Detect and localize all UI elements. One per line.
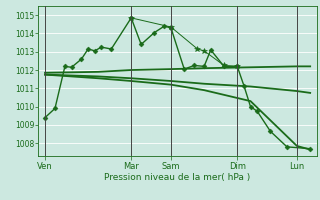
X-axis label: Pression niveau de la mer( hPa ): Pression niveau de la mer( hPa ): [104, 173, 251, 182]
